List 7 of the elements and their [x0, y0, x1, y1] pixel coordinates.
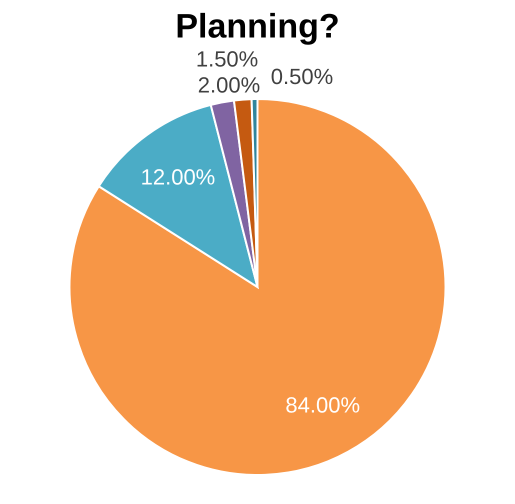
data-label: 84.00%: [285, 392, 360, 418]
data-label: 1.50%: [196, 46, 258, 72]
pie-slice: [68, 98, 446, 476]
data-label: 0.50%: [270, 64, 334, 90]
data-label: 2.00%: [198, 72, 260, 98]
data-label: 12.00%: [140, 164, 216, 190]
chart-title: Planning?: [175, 7, 340, 46]
